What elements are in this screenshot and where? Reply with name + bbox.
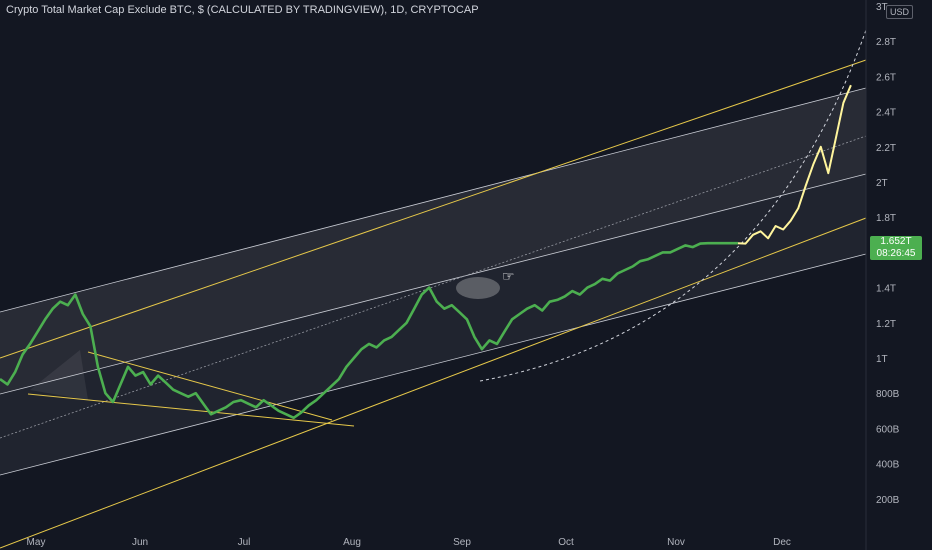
y-tick-label: 200B <box>876 495 900 506</box>
wedge-upper-line <box>87 351 333 421</box>
y-tick-label: 2.8T <box>876 37 896 48</box>
x-tick-label: Dec <box>773 537 791 548</box>
x-tick-label: Oct <box>558 537 574 548</box>
y-tick-label: 2T <box>876 178 888 189</box>
projection-curve <box>479 29 867 382</box>
y-tick-label: 1.8T <box>876 213 896 224</box>
y-tick-label: 2.2T <box>876 143 896 154</box>
channel-lower-band <box>0 174 866 475</box>
chart-title: Crypto Total Market Cap Exclude BTC, $ (… <box>6 4 479 16</box>
channel-dotted-line <box>0 135 867 439</box>
x-tick-label: May <box>27 537 46 548</box>
price-countdown: 08:26:45 <box>876 248 916 259</box>
y-tick-label: 800B <box>876 389 900 400</box>
x-tick-label: Jun <box>132 537 148 548</box>
x-tick-label: Nov <box>667 537 685 548</box>
channel-bottom-line <box>0 253 867 476</box>
series-line-1 <box>737 84 852 245</box>
y-tick-label: 600B <box>876 424 900 435</box>
y-tick-label: 2.6T <box>876 72 896 83</box>
x-tick-label: Jul <box>238 537 251 548</box>
y-tick-label: 400B <box>876 460 900 471</box>
series-line-0 <box>0 241 738 420</box>
pointer-hand-icon: ☞ <box>502 268 515 284</box>
price-value: 1.652T <box>880 236 912 247</box>
yellow-lower-line <box>0 217 867 549</box>
wedge-shade <box>30 350 88 400</box>
wedge-lower-line <box>27 393 355 427</box>
channel-upper-band <box>0 88 866 394</box>
channel-top-line <box>0 87 867 313</box>
y-tick-label: 2.4T <box>876 108 896 119</box>
y-tick-label: 1.4T <box>876 284 896 295</box>
highlight-ellipse <box>456 277 500 299</box>
yellow-upper-line <box>0 59 867 359</box>
y-tick-label: 3T <box>876 2 888 13</box>
x-tick-label: Aug <box>343 537 361 548</box>
channel-mid-line <box>0 173 867 395</box>
y-tick-label: 1T <box>876 354 888 365</box>
y-tick-label: 1.2T <box>876 319 896 330</box>
price-badge: 1.652T 08:26:45 <box>870 236 922 260</box>
x-tick-label: Sep <box>453 537 471 548</box>
currency-badge[interactable]: USD <box>886 5 914 19</box>
